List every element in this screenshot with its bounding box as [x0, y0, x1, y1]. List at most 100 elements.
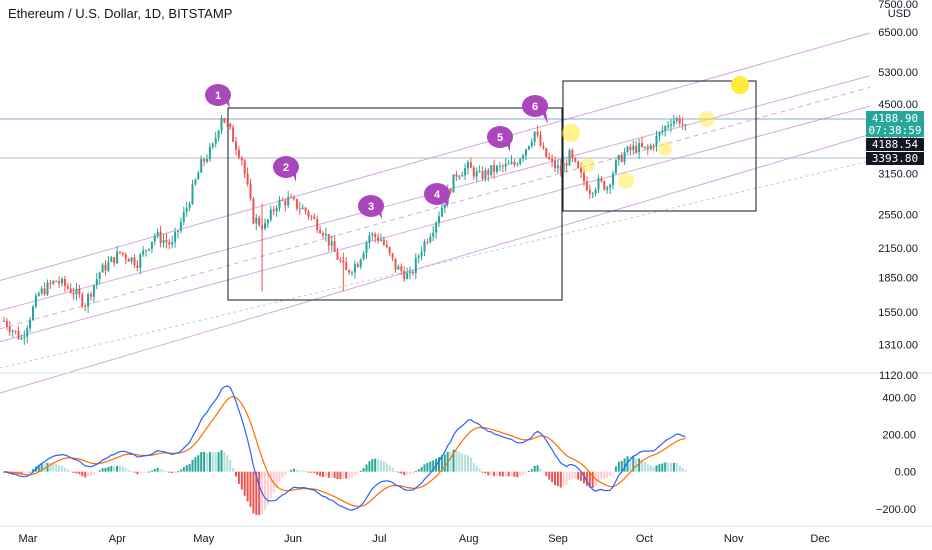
histogram-bar [211, 452, 214, 472]
candle-body [272, 209, 275, 212]
highlight-circle [562, 124, 580, 142]
histogram-bar [75, 471, 78, 474]
candle [72, 287, 75, 301]
candle [55, 280, 58, 282]
candle-body [165, 240, 168, 243]
time-axis[interactable]: Mar Apr May Jun Jul Aug Sep Oct Nov Dec [0, 525, 932, 545]
histogram-bar [617, 461, 620, 472]
candle [391, 252, 394, 262]
histogram-bar [423, 464, 426, 472]
candle [20, 334, 23, 341]
histogram-bar [351, 471, 353, 478]
histogram-bar [356, 471, 359, 474]
candle [667, 121, 670, 130]
candle-body [72, 292, 75, 295]
candle-body [626, 146, 629, 153]
histogram-bar [153, 469, 156, 472]
histogram-bar [113, 466, 116, 472]
histogram-bar [678, 465, 681, 472]
candle-body [206, 159, 208, 162]
candle [629, 143, 632, 156]
histogram-bar [464, 454, 467, 472]
candle-body [664, 126, 667, 131]
candle-body [635, 145, 638, 153]
histogram-bar [548, 471, 551, 480]
candle [374, 232, 377, 243]
candle-body [220, 118, 223, 131]
histogram-bar [458, 451, 461, 472]
candle [293, 195, 295, 201]
candle [487, 167, 490, 182]
candle [287, 190, 290, 209]
candle [478, 165, 481, 173]
histogram-bar [420, 467, 423, 472]
candle [243, 158, 246, 179]
candle-body [191, 184, 194, 204]
candle-body [675, 118, 678, 121]
candle-body [61, 278, 63, 284]
candle [438, 211, 440, 228]
candle [14, 330, 17, 335]
histogram-bar [182, 467, 185, 472]
line-price: 3393.80 [872, 152, 918, 165]
wave-label-6: 6 [522, 95, 548, 124]
candle [217, 129, 220, 141]
price-tick-label: 1310.00 [878, 340, 918, 352]
candle [214, 131, 217, 148]
candle [290, 194, 293, 199]
histogram-bar [101, 468, 104, 472]
candle-body [670, 124, 672, 126]
histogram-bar [307, 471, 310, 473]
candle-body [264, 223, 266, 229]
candle [145, 249, 148, 257]
candle-body [46, 282, 49, 295]
candle-body [440, 207, 443, 217]
candle-body [646, 146, 649, 150]
candle-body [522, 155, 525, 159]
candle-body [240, 157, 243, 161]
candle [264, 218, 266, 231]
candle [455, 170, 458, 181]
candle [635, 140, 638, 155]
wave-number: 6 [532, 101, 538, 113]
candle-body [252, 198, 255, 224]
candle-body [124, 254, 127, 259]
candle-body [150, 241, 153, 249]
candle [229, 122, 232, 130]
histogram-bar [124, 468, 127, 472]
histogram-bar [348, 471, 351, 479]
candle-body [281, 199, 284, 201]
candle [32, 304, 34, 322]
candle [139, 252, 142, 275]
candle [235, 136, 237, 156]
candle [510, 155, 513, 165]
month-label: Mar [19, 533, 38, 545]
histogram-bar [649, 465, 652, 472]
candle [388, 246, 391, 257]
candle [568, 148, 571, 166]
candle [536, 125, 539, 138]
candle [371, 231, 374, 241]
candle-body [214, 137, 217, 144]
candle-body [661, 130, 664, 133]
histogram-bar [246, 471, 249, 502]
histogram-bar [496, 471, 498, 476]
histogram-bar [487, 471, 490, 476]
price-axis[interactable]: 7500.006500.005300.004500.003750.003150.… [878, 0, 918, 382]
candle [333, 235, 336, 252]
candle [365, 240, 368, 259]
candle [211, 142, 214, 150]
histogram-bar [467, 455, 469, 472]
candle [11, 328, 14, 338]
candle-body [452, 174, 455, 193]
histogram-bar [568, 471, 571, 481]
histogram-bar [301, 470, 304, 472]
candle-body [525, 149, 527, 156]
candle [63, 275, 66, 292]
candle-body [481, 171, 484, 179]
candle [26, 325, 29, 344]
candle [548, 152, 551, 161]
candle [278, 196, 281, 212]
candle-body [29, 319, 32, 329]
